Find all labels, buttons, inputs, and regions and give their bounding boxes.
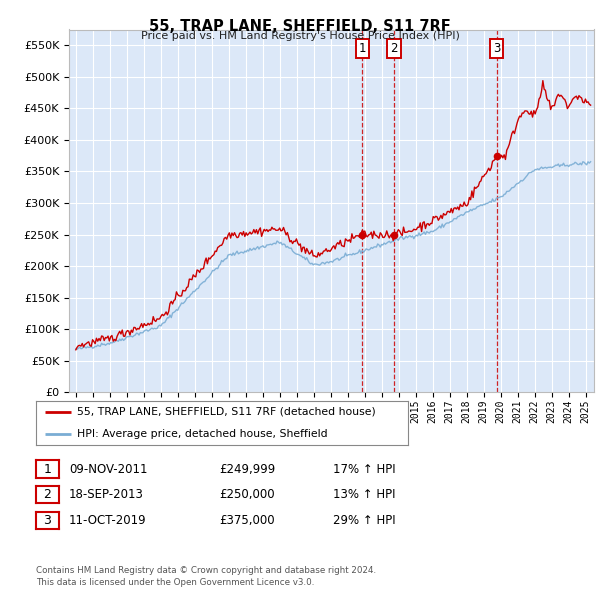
Text: £250,000: £250,000 bbox=[219, 488, 275, 501]
Text: 18-SEP-2013: 18-SEP-2013 bbox=[69, 488, 144, 501]
Text: 3: 3 bbox=[43, 514, 52, 527]
Text: 1: 1 bbox=[359, 42, 366, 55]
Text: 55, TRAP LANE, SHEFFIELD, S11 7RF (detached house): 55, TRAP LANE, SHEFFIELD, S11 7RF (detac… bbox=[77, 407, 376, 417]
Text: 09-NOV-2011: 09-NOV-2011 bbox=[69, 463, 148, 476]
Text: 2: 2 bbox=[390, 42, 398, 55]
Text: 1: 1 bbox=[43, 463, 52, 476]
Text: 17% ↑ HPI: 17% ↑ HPI bbox=[333, 463, 395, 476]
Text: HPI: Average price, detached house, Sheffield: HPI: Average price, detached house, Shef… bbox=[77, 429, 328, 439]
Text: Price paid vs. HM Land Registry's House Price Index (HPI): Price paid vs. HM Land Registry's House … bbox=[140, 31, 460, 41]
Text: £375,000: £375,000 bbox=[219, 514, 275, 527]
Text: 13% ↑ HPI: 13% ↑ HPI bbox=[333, 488, 395, 501]
Text: Contains HM Land Registry data © Crown copyright and database right 2024.
This d: Contains HM Land Registry data © Crown c… bbox=[36, 566, 376, 587]
Text: 11-OCT-2019: 11-OCT-2019 bbox=[69, 514, 146, 527]
Text: £249,999: £249,999 bbox=[219, 463, 275, 476]
Text: 2: 2 bbox=[43, 488, 52, 501]
Text: 3: 3 bbox=[493, 42, 500, 55]
Text: 29% ↑ HPI: 29% ↑ HPI bbox=[333, 514, 395, 527]
Text: 55, TRAP LANE, SHEFFIELD, S11 7RF: 55, TRAP LANE, SHEFFIELD, S11 7RF bbox=[149, 19, 451, 34]
